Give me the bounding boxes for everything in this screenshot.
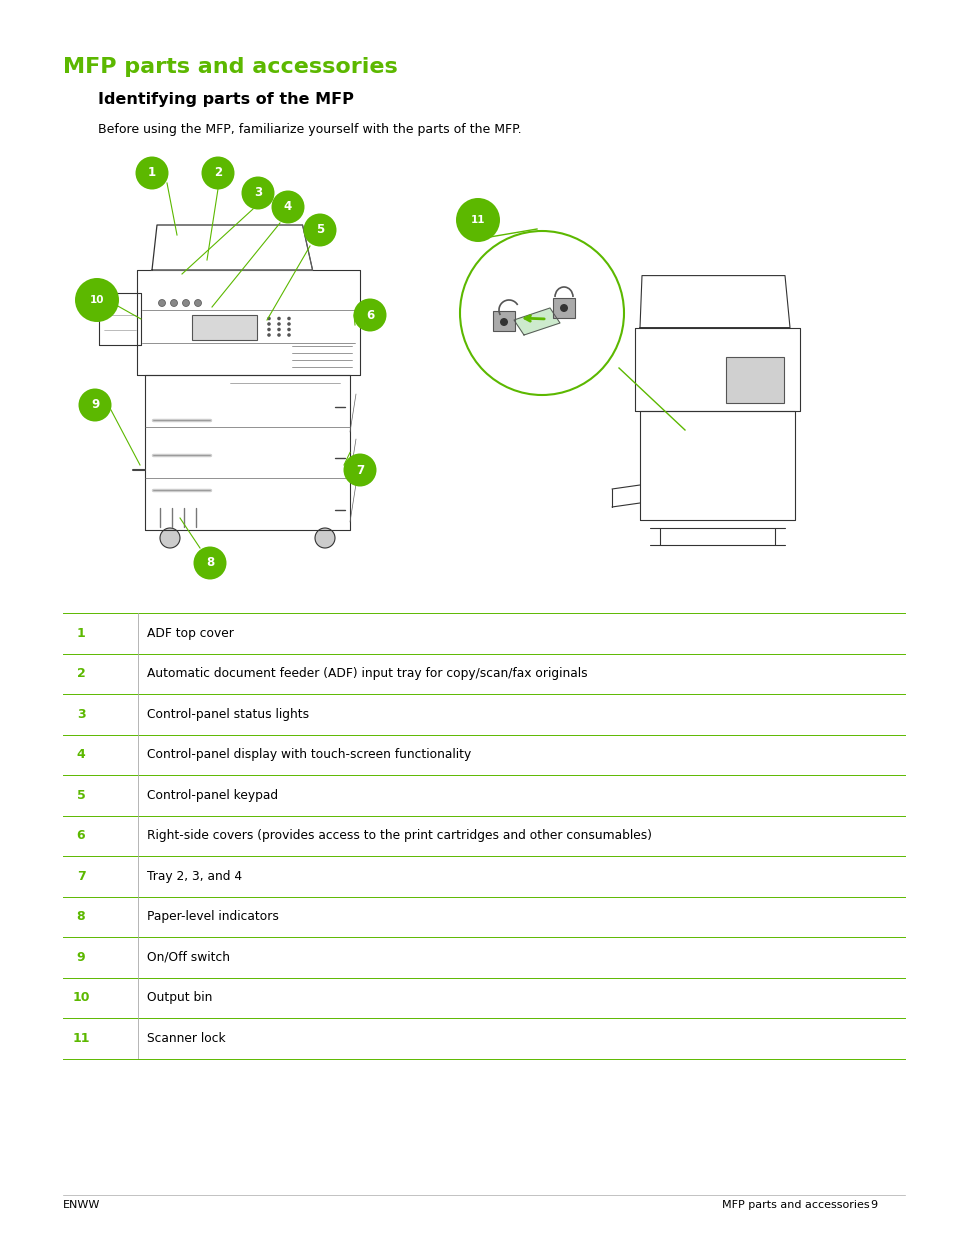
FancyBboxPatch shape bbox=[493, 311, 515, 331]
Circle shape bbox=[78, 389, 112, 421]
Circle shape bbox=[287, 327, 291, 331]
Text: 4: 4 bbox=[284, 200, 292, 214]
Text: Automatic document feeder (ADF) input tray for copy/scan/fax originals: Automatic document feeder (ADF) input tr… bbox=[147, 667, 587, 680]
Circle shape bbox=[314, 529, 335, 548]
Circle shape bbox=[277, 322, 280, 326]
Text: 8: 8 bbox=[206, 557, 213, 569]
Circle shape bbox=[456, 198, 499, 242]
FancyBboxPatch shape bbox=[553, 298, 575, 317]
Text: 5: 5 bbox=[76, 789, 85, 802]
Text: 9: 9 bbox=[76, 951, 85, 963]
Text: 9: 9 bbox=[91, 399, 99, 411]
Circle shape bbox=[182, 300, 190, 306]
Text: 9: 9 bbox=[869, 1200, 876, 1210]
Circle shape bbox=[303, 214, 336, 247]
Text: 3: 3 bbox=[76, 708, 85, 721]
Text: Before using the MFP, familiarize yourself with the parts of the MFP.: Before using the MFP, familiarize yourse… bbox=[98, 124, 521, 136]
Polygon shape bbox=[514, 308, 559, 335]
Text: Paper-level indicators: Paper-level indicators bbox=[147, 910, 278, 924]
Circle shape bbox=[277, 333, 280, 337]
FancyBboxPatch shape bbox=[725, 357, 782, 403]
Text: ENWW: ENWW bbox=[63, 1200, 100, 1210]
Circle shape bbox=[158, 300, 165, 306]
Circle shape bbox=[160, 529, 180, 548]
Circle shape bbox=[267, 333, 271, 337]
Text: MFP parts and accessories: MFP parts and accessories bbox=[721, 1200, 869, 1210]
Circle shape bbox=[287, 322, 291, 326]
Circle shape bbox=[287, 316, 291, 320]
Text: 4: 4 bbox=[76, 748, 85, 761]
Text: 11: 11 bbox=[72, 1031, 90, 1045]
Text: 2: 2 bbox=[76, 667, 85, 680]
Polygon shape bbox=[152, 225, 313, 270]
Text: 7: 7 bbox=[355, 463, 364, 477]
Circle shape bbox=[267, 322, 271, 326]
Text: Control-panel status lights: Control-panel status lights bbox=[147, 708, 309, 721]
Circle shape bbox=[277, 316, 280, 320]
Circle shape bbox=[267, 327, 271, 331]
Circle shape bbox=[194, 300, 201, 306]
Text: 6: 6 bbox=[76, 829, 85, 842]
Text: 7: 7 bbox=[76, 869, 85, 883]
Circle shape bbox=[354, 299, 386, 331]
Circle shape bbox=[343, 453, 376, 487]
Text: Right-side covers (provides access to the print cartridges and other consumables: Right-side covers (provides access to th… bbox=[147, 829, 651, 842]
Circle shape bbox=[287, 333, 291, 337]
Circle shape bbox=[171, 300, 177, 306]
Text: 1: 1 bbox=[76, 626, 85, 640]
Text: 10: 10 bbox=[72, 992, 90, 1004]
Circle shape bbox=[241, 177, 274, 210]
Text: Control-panel keypad: Control-panel keypad bbox=[147, 789, 278, 802]
Text: MFP parts and accessories: MFP parts and accessories bbox=[63, 57, 397, 77]
Text: 2: 2 bbox=[213, 167, 222, 179]
FancyBboxPatch shape bbox=[192, 315, 256, 340]
Circle shape bbox=[459, 231, 623, 395]
Text: 1: 1 bbox=[148, 167, 156, 179]
Circle shape bbox=[193, 547, 226, 579]
Text: Control-panel display with touch-screen functionality: Control-panel display with touch-screen … bbox=[147, 748, 471, 761]
Text: Tray 2, 3, and 4: Tray 2, 3, and 4 bbox=[147, 869, 242, 883]
Text: On/Off switch: On/Off switch bbox=[147, 951, 230, 963]
Text: 6: 6 bbox=[366, 309, 374, 321]
Circle shape bbox=[75, 278, 119, 322]
Circle shape bbox=[267, 316, 271, 320]
Circle shape bbox=[277, 327, 280, 331]
Text: Identifying parts of the MFP: Identifying parts of the MFP bbox=[98, 91, 354, 107]
Circle shape bbox=[201, 157, 234, 189]
Circle shape bbox=[559, 304, 567, 312]
Circle shape bbox=[135, 157, 169, 189]
Text: ADF top cover: ADF top cover bbox=[147, 626, 233, 640]
Text: 10: 10 bbox=[90, 295, 104, 305]
Text: 3: 3 bbox=[253, 186, 262, 200]
Circle shape bbox=[499, 317, 507, 326]
Text: 8: 8 bbox=[76, 910, 85, 924]
Text: 11: 11 bbox=[470, 215, 485, 225]
Text: Output bin: Output bin bbox=[147, 992, 213, 1004]
Circle shape bbox=[272, 190, 304, 224]
Text: Scanner lock: Scanner lock bbox=[147, 1031, 226, 1045]
Text: 5: 5 bbox=[315, 224, 324, 236]
